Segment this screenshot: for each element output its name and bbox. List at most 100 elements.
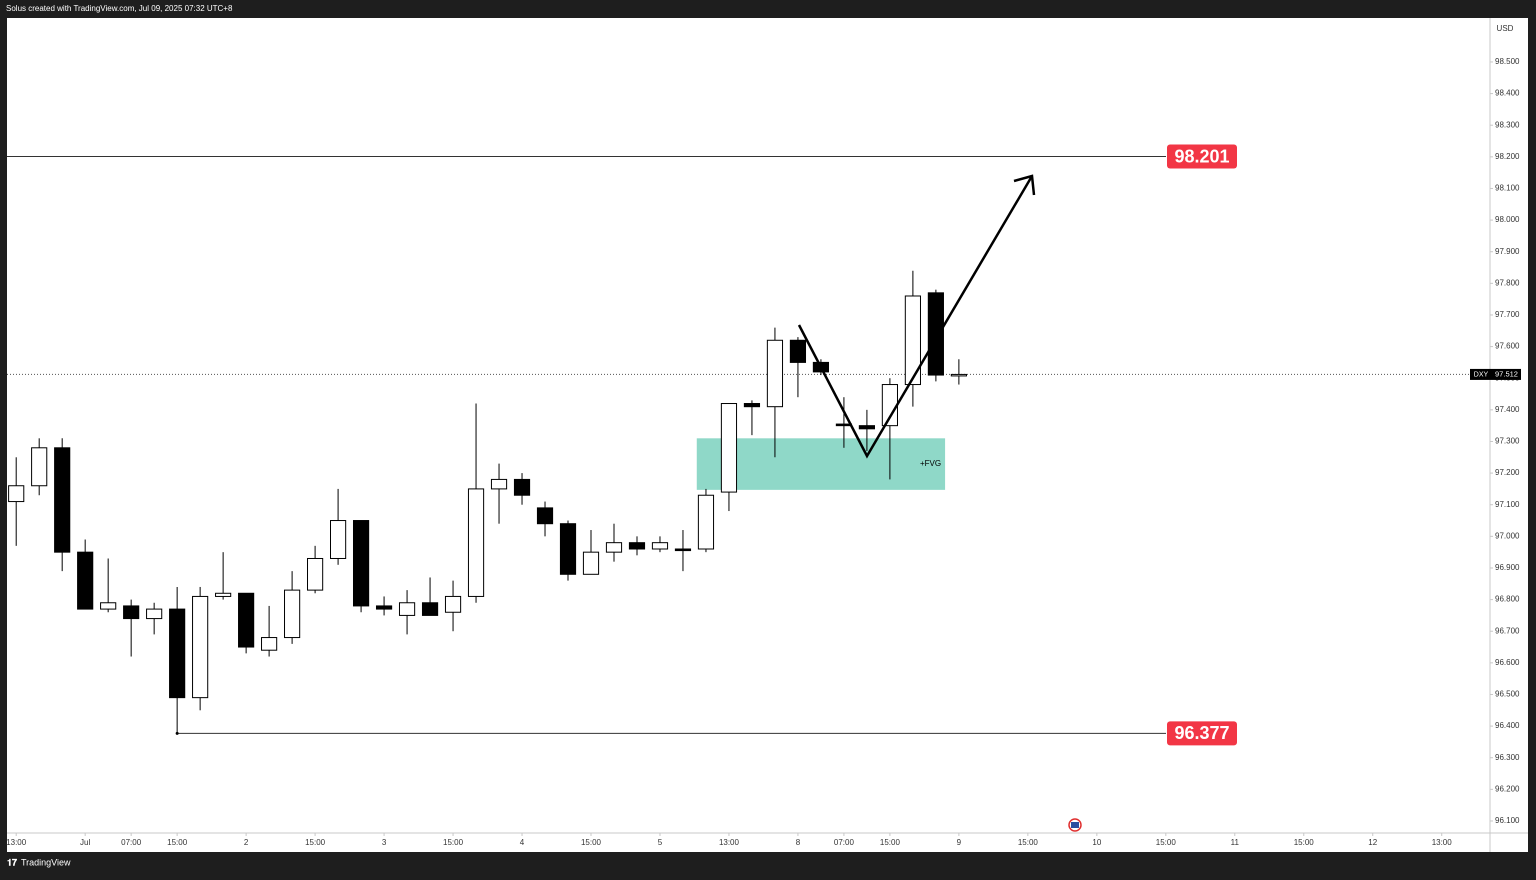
candle-body [421,602,439,616]
candle-body [582,551,600,575]
candle-body [743,403,761,408]
y-tick-label: 98.100 [1495,184,1520,193]
header-title: Solus created with TradingView.com, Jul … [6,4,233,13]
x-tick-label: 12 [1368,838,1377,847]
symbol-tag [1470,368,1492,380]
x-tick-label: 13:00 [1432,838,1453,847]
candle-body [169,608,186,699]
footer-logo: 𝟏𝟕 [7,857,17,867]
x-tick-label: 15:00 [1294,838,1315,847]
y-tick-label: 97.100 [1495,500,1520,509]
candle-body [559,523,577,575]
candle-body [766,339,784,408]
x-tick-label: 07:00 [834,838,855,847]
y-tick-label: 98.500 [1495,57,1520,66]
candle-body [352,520,370,607]
candle-body [307,557,324,591]
x-tick-label: 15:00 [581,838,602,847]
y-tick-label: 98.000 [1495,215,1520,224]
candle-body [215,592,232,597]
last-price-tag [1492,368,1521,380]
x-tick-label: 13:00 [719,838,740,847]
candle-body [261,637,278,651]
y-tick-label: 97.200 [1495,468,1520,477]
flag-icon-fill [1071,822,1079,828]
x-tick-label: 8 [796,838,801,847]
y-tick-label: 98.400 [1495,89,1520,98]
y-tick-label: 96.500 [1495,690,1520,699]
level-label: 98.201 [1174,146,1229,166]
logo-mark: 𝟏𝟕 [7,857,17,867]
y-tick-label: 97.800 [1495,278,1520,287]
x-tick-label: 2 [244,838,249,847]
candle-body [375,605,393,610]
x-tick-label: 15:00 [305,838,326,847]
candle-body [720,403,738,493]
y-tick-label: 96.100 [1495,816,1520,825]
candle-body [904,295,921,386]
x-tick-label: 10 [1092,838,1101,847]
x-tick-label: 11 [1231,838,1240,847]
level-tag [1167,721,1237,746]
candle-body [513,478,531,496]
candle-body [54,447,71,553]
y-tick-label: 96.300 [1495,753,1520,762]
candle-body [927,292,944,376]
footer-brand: TradingView [21,857,71,867]
fvg-label: +FVG [920,459,941,468]
last-price-label: 97.512 [1495,369,1518,378]
candle-body [146,608,163,620]
x-tick-label: 5 [658,838,663,847]
x-tick-label: 15:00 [167,838,188,847]
x-tick-label: 15:00 [1018,838,1039,847]
y-tick-label: 97.600 [1495,342,1520,351]
candle-body [789,339,807,363]
fvg-zone [696,438,946,490]
y-tick-label: 97.900 [1495,247,1520,256]
x-tick-label: 15:00 [880,838,901,847]
plot-layer: 96.100 96.200 96.300 96.400 96.500 96.600 96.7… [6,57,1521,847]
candle-body [192,595,209,699]
projection-arrow [797,175,1034,459]
symbol-label: DXY [1474,371,1489,378]
candle-body [674,548,692,552]
candle-body [238,592,255,648]
candle-body [697,494,715,550]
level-tag [1167,144,1237,169]
candle-body [444,595,462,613]
y-tick-label: 98.200 [1495,152,1520,161]
candle-body [651,542,669,550]
candle-body [467,488,485,597]
y-tick-label: 98.300 [1495,120,1520,129]
x-tick-label: 13:00 [6,838,27,847]
y-tick-label: 97.000 [1495,531,1520,540]
y-tick-label: 96.800 [1495,595,1520,604]
candle-body [628,542,646,550]
y-tick-label: 97.300 [1495,437,1520,446]
x-tick-label: 07:00 [121,838,142,847]
candle-body [605,542,623,553]
x-tick-label: 3 [382,838,387,847]
plot-background [7,18,1528,852]
candle-body [123,605,140,620]
candle-body [950,373,967,377]
candle-body [77,551,94,610]
y-tick-label: 96.600 [1495,658,1520,667]
candle-body [858,425,875,430]
x-tick-label: 15:00 [443,838,464,847]
candle-body [398,602,416,616]
candle-body [330,520,347,559]
candle-body [536,507,554,525]
y-tick-label: 97.700 [1495,310,1520,319]
candle-body [8,485,25,503]
y-tick-label: 97.400 [1495,405,1520,414]
candle-body [100,602,117,610]
x-tick-label: Jul [80,838,90,847]
y-tick-label: 96.900 [1495,563,1520,572]
y-tick-label: 96.700 [1495,626,1520,635]
y-tick-label: 96.400 [1495,721,1520,730]
x-tick-label: 9 [957,838,962,847]
y-tick-label: 96.200 [1495,784,1520,793]
